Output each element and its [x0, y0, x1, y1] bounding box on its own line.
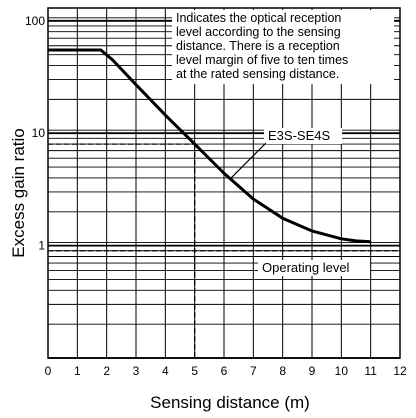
description-line: distance. There is a reception [176, 39, 340, 53]
description-line: Indicates the optical reception [176, 11, 341, 25]
x-tick-label: 8 [279, 364, 286, 378]
x-tick-labels: 0 1 2 3 4 5 6 7 8 9 10 11 12 [45, 364, 407, 378]
x-tick-label: 6 [221, 364, 228, 378]
reference-lines [48, 143, 400, 358]
series-label: E3S-SE4S [268, 128, 330, 143]
x-tick-label: 0 [45, 364, 52, 378]
plot-frame [47, 7, 401, 359]
description-box [172, 10, 394, 84]
y-tick-label: 1 [38, 239, 45, 253]
description-line: level according to the sensing [176, 25, 341, 39]
description-line: level margin of five to ten times [176, 53, 348, 67]
description-text: Indicates the optical reception level acc… [176, 11, 348, 81]
x-tick-label: 10 [335, 364, 349, 378]
y-tick-label: 10 [32, 126, 46, 140]
operating-level-box [258, 260, 370, 276]
y-tick-labels: 1 10 100 [25, 14, 45, 253]
x-tick-label: 5 [191, 364, 198, 378]
x-axis-label: Sensing distance (m) [150, 393, 310, 412]
operating-level-label: Operating level [262, 260, 350, 275]
x-tick-label: 12 [393, 364, 407, 378]
series-pointer [229, 142, 267, 180]
x-tick-label: 11 [364, 364, 377, 378]
x-tick-label: 9 [309, 364, 316, 378]
description-line: at the rated sensing distance. [176, 67, 339, 81]
x-tick-label: 2 [103, 364, 110, 378]
y-axis-label: Excess gain ratio [9, 128, 28, 257]
x-tick-label: 1 [74, 364, 81, 378]
series-label-box [264, 128, 342, 144]
x-tick-label: 7 [250, 364, 257, 378]
x-tick-label: 3 [133, 364, 140, 378]
x-tick-label: 4 [162, 364, 169, 378]
y-tick-label: 100 [25, 14, 45, 28]
series-line [48, 48, 371, 244]
